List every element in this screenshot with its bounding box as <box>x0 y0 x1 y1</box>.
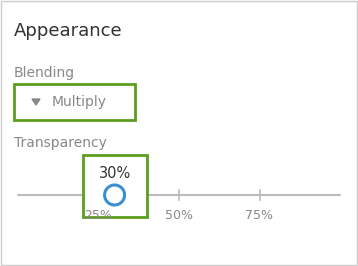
Circle shape <box>105 185 125 205</box>
Text: 30%: 30% <box>98 165 131 181</box>
Text: 25%: 25% <box>84 209 112 222</box>
Text: 50%: 50% <box>165 209 193 222</box>
Text: Blending: Blending <box>14 66 75 80</box>
Text: Transparency: Transparency <box>14 136 107 150</box>
Text: Multiply: Multiply <box>52 95 107 109</box>
FancyBboxPatch shape <box>14 84 135 120</box>
FancyBboxPatch shape <box>83 155 146 217</box>
Text: 75%: 75% <box>246 209 274 222</box>
Text: Appearance: Appearance <box>14 22 123 40</box>
Polygon shape <box>32 99 40 105</box>
